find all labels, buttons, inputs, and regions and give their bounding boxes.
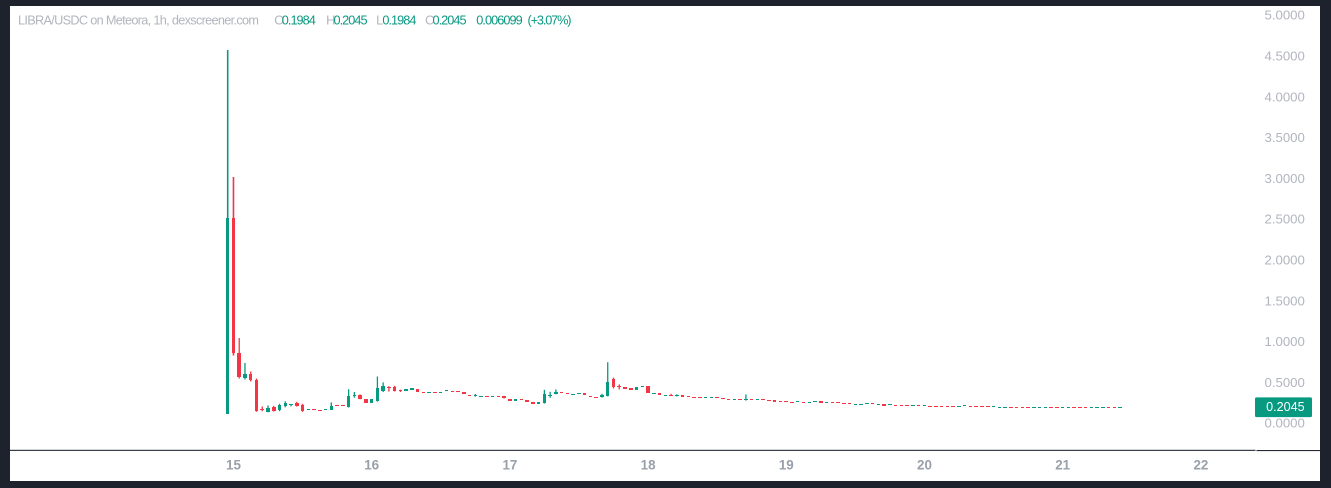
svg-text:0.2045: 0.2045 (1266, 400, 1305, 414)
svg-text:15: 15 (226, 458, 241, 473)
svg-text:0.1984: 0.1984 (382, 14, 416, 28)
svg-text:4.5000: 4.5000 (1265, 49, 1305, 64)
svg-text:1.5000: 1.5000 (1265, 293, 1305, 308)
svg-text:0.2045: 0.2045 (433, 14, 467, 28)
svg-text:(+3.07%): (+3.07%) (528, 14, 572, 28)
svg-text:O: O (274, 14, 284, 28)
svg-text:17: 17 (502, 458, 517, 473)
svg-text:1.0000: 1.0000 (1265, 334, 1305, 349)
svg-text:3.5000: 3.5000 (1265, 130, 1305, 145)
svg-text:L: L (376, 14, 383, 28)
svg-text:2.0000: 2.0000 (1265, 253, 1305, 268)
svg-text:0.5000: 0.5000 (1265, 375, 1305, 390)
svg-text:LIBRA/USDC on Meteora, 1h, dex: LIBRA/USDC on Meteora, 1h, dexscreener.c… (18, 14, 259, 28)
svg-text:19: 19 (779, 458, 794, 473)
svg-text:22: 22 (1193, 458, 1208, 473)
svg-text:3.0000: 3.0000 (1265, 171, 1305, 186)
svg-text:21: 21 (1055, 458, 1070, 473)
svg-text:16: 16 (364, 458, 379, 473)
svg-text:4.0000: 4.0000 (1265, 89, 1305, 104)
svg-text:C: C (425, 14, 434, 28)
svg-text:0.006099: 0.006099 (476, 14, 523, 28)
svg-text:5.0000: 5.0000 (1265, 8, 1305, 23)
svg-text:20: 20 (917, 458, 932, 473)
svg-text:0.2045: 0.2045 (334, 14, 368, 28)
svg-text:H: H (326, 14, 335, 28)
svg-text:0.0000: 0.0000 (1265, 416, 1305, 431)
svg-text:2.5000: 2.5000 (1265, 212, 1305, 227)
svg-text:18: 18 (641, 458, 656, 473)
svg-text:0.1984: 0.1984 (282, 14, 316, 28)
